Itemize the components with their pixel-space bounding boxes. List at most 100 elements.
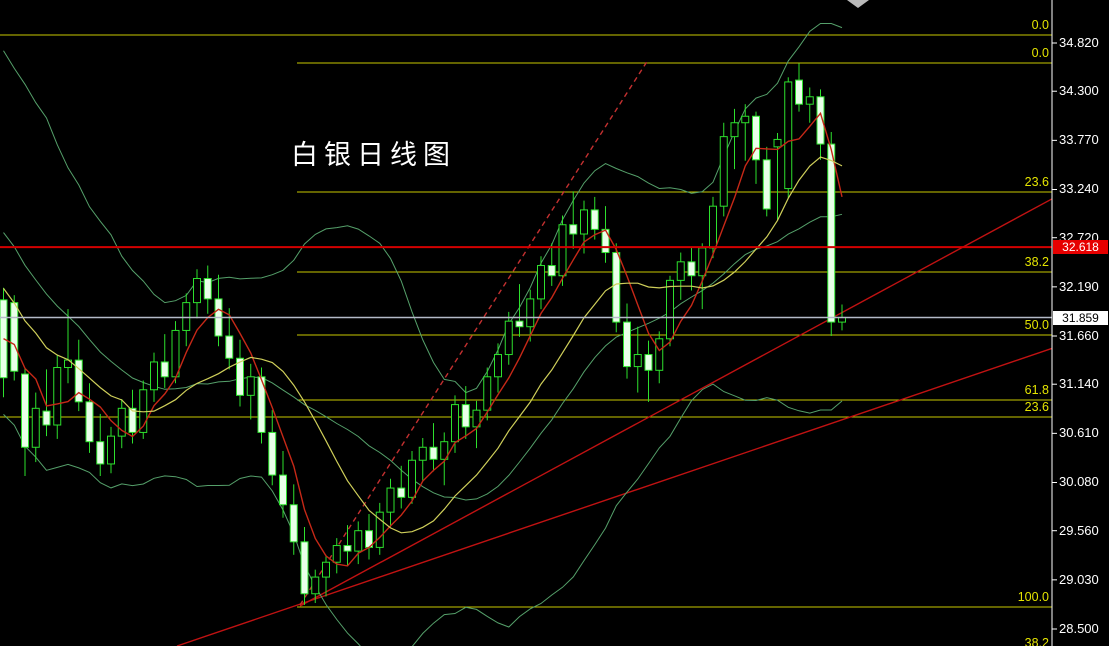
candle[interactable] <box>580 200 588 254</box>
candle[interactable] <box>816 89 825 160</box>
candle-body-bull <box>805 96 814 105</box>
candle[interactable] <box>21 367 29 477</box>
candle-body-bull <box>655 338 664 371</box>
candle[interactable] <box>139 380 148 439</box>
candle[interactable] <box>408 450 416 504</box>
candle[interactable] <box>526 289 535 342</box>
candle-body-bull <box>107 435 115 465</box>
candle-body-bull <box>322 561 330 578</box>
candle[interactable] <box>182 293 191 347</box>
candle[interactable] <box>537 256 545 310</box>
price-tick-label: 31.660 <box>1059 327 1099 343</box>
candle[interactable] <box>805 87 814 123</box>
candle[interactable] <box>322 554 330 597</box>
candle[interactable] <box>236 339 244 407</box>
candle[interactable] <box>494 343 502 393</box>
candle[interactable] <box>64 309 72 384</box>
candle[interactable] <box>440 432 449 486</box>
candle[interactable] <box>375 502 384 555</box>
candle-body-bull <box>483 376 492 411</box>
candle[interactable] <box>633 326 642 393</box>
price-tick-label: 29.560 <box>1059 522 1099 538</box>
chart-title: 白银日线图 <box>291 140 456 171</box>
candle[interactable] <box>96 413 105 477</box>
candle-body-bull <box>741 115 750 124</box>
candle-body-bull <box>53 367 62 426</box>
candle[interactable] <box>225 308 234 370</box>
candle[interactable] <box>193 269 201 319</box>
bollinger-upper-band <box>3 23 843 394</box>
candle[interactable] <box>117 399 126 449</box>
candle[interactable] <box>666 275 674 347</box>
candle-body-bull <box>311 576 320 595</box>
candle-body-bull <box>418 446 427 461</box>
candle[interactable] <box>0 287 8 398</box>
candle[interactable] <box>246 363 255 420</box>
candle-body-bull <box>31 407 40 448</box>
candle-body-bear <box>85 401 94 443</box>
candle[interactable] <box>515 284 524 337</box>
candle[interactable] <box>504 311 513 365</box>
candle[interactable] <box>311 569 320 604</box>
candle[interactable] <box>365 514 373 560</box>
candle-body-bear <box>160 361 169 378</box>
candle[interactable] <box>558 215 567 286</box>
candle[interactable] <box>784 77 793 198</box>
candle[interactable] <box>332 538 341 574</box>
candle[interactable] <box>429 423 438 472</box>
candle-body-bear <box>236 357 244 396</box>
candle[interactable] <box>644 340 653 402</box>
candle-body-bear <box>461 404 470 428</box>
candle[interactable] <box>773 132 782 222</box>
candle[interactable] <box>386 478 395 527</box>
candle[interactable] <box>623 303 631 379</box>
candle[interactable] <box>74 339 83 412</box>
candle[interactable] <box>107 426 115 474</box>
candle[interactable] <box>547 243 556 286</box>
candle-body-bear <box>279 474 287 506</box>
candle[interactable] <box>795 63 803 112</box>
candle[interactable] <box>150 352 158 402</box>
candle[interactable] <box>31 392 40 463</box>
support-ray-steep[interactable] <box>299 168 1109 607</box>
candle[interactable] <box>472 400 481 449</box>
candle[interactable] <box>687 247 696 291</box>
candle[interactable] <box>676 252 685 300</box>
candle[interactable] <box>53 355 62 439</box>
candle[interactable] <box>268 410 277 486</box>
candle-body-bull <box>709 205 717 249</box>
candle-body-bear <box>429 446 438 460</box>
candle[interactable] <box>590 196 599 240</box>
candle[interactable] <box>354 521 363 565</box>
candle[interactable] <box>343 525 352 566</box>
candle[interactable] <box>128 389 137 444</box>
candle-body-bear <box>687 261 696 277</box>
candle-body-bull <box>408 459 416 498</box>
candle[interactable] <box>451 395 459 453</box>
candle[interactable] <box>42 369 51 437</box>
price-tick-label: 34.300 <box>1059 83 1099 99</box>
candle[interactable] <box>741 104 750 161</box>
candle[interactable] <box>461 386 470 439</box>
candle[interactable] <box>85 383 94 453</box>
candle[interactable] <box>279 450 287 518</box>
candle[interactable] <box>160 334 169 388</box>
candle[interactable] <box>203 265 212 314</box>
candle[interactable] <box>655 331 664 384</box>
support-ray-shallow[interactable] <box>176 329 1109 646</box>
candle-body-bear <box>590 209 599 230</box>
plot-area[interactable] <box>0 23 1109 646</box>
candle[interactable] <box>397 465 406 509</box>
candle[interactable] <box>289 484 298 555</box>
candle[interactable] <box>827 132 836 336</box>
candle[interactable] <box>719 122 728 217</box>
price-tick-label: 30.080 <box>1059 474 1099 490</box>
candle[interactable] <box>418 437 427 481</box>
candle[interactable] <box>300 526 309 605</box>
candle[interactable] <box>730 108 739 170</box>
candle-body-bear <box>397 487 406 498</box>
candle[interactable] <box>569 191 578 249</box>
candle[interactable] <box>762 146 771 217</box>
latest-bar-marker-icon <box>847 0 869 8</box>
